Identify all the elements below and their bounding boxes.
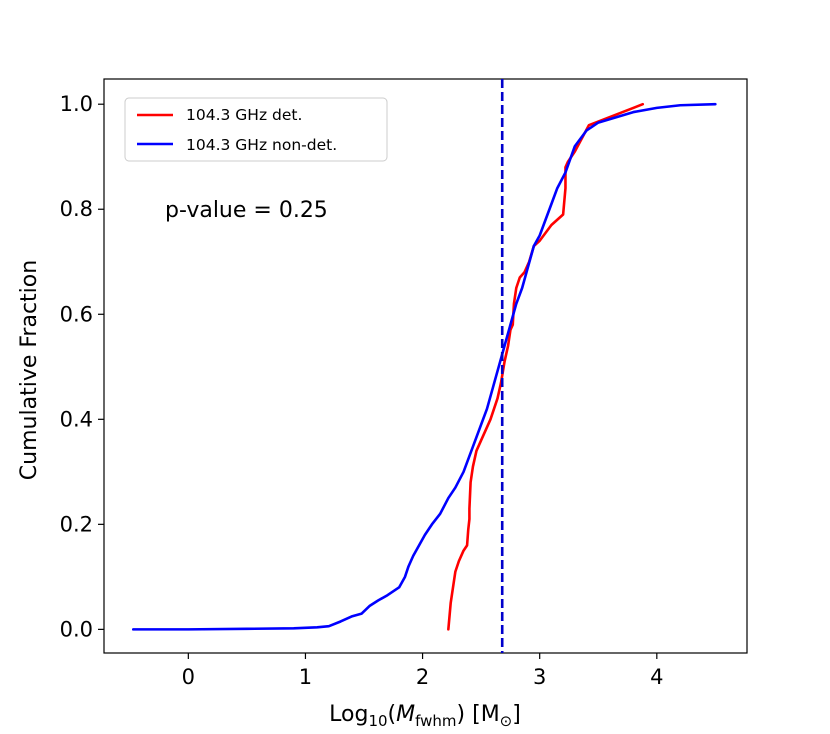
y-axis-label: Cumulative Fraction <box>17 260 42 480</box>
plot-area <box>103 78 748 654</box>
x-label-prefix: Log <box>329 702 368 727</box>
p-value-annotation: p-value = 0.25 <box>165 198 328 223</box>
x-tick-label: 4 <box>650 665 663 689</box>
y-tick-label: 0.8 <box>60 197 93 221</box>
y-tick-label: 0.2 <box>60 512 93 536</box>
x-tick-label: 2 <box>416 665 429 689</box>
y-tick-label: 0.6 <box>60 302 93 326</box>
y-tick-label: 0.4 <box>60 407 93 431</box>
x-label-end: ] <box>512 702 521 727</box>
legend-label-non-det: 104.3 GHz non-det. <box>186 136 337 154</box>
x-axis-ticks: 0 1 2 3 4 <box>182 653 664 689</box>
x-label-sub: 10 <box>368 712 387 730</box>
x-axis-label: Log10(Mfwhm) [M⊙] <box>329 702 521 730</box>
x-label-unitsub: ⊙ <box>500 712 513 730</box>
legend-box <box>124 97 388 162</box>
series-layer <box>131 102 717 631</box>
x-label-varsub: fwhm <box>415 712 456 730</box>
series-line-det <box>447 102 645 631</box>
legend-label-det: 104.3 GHz det. <box>186 106 302 124</box>
axes-frame <box>103 78 748 654</box>
x-label-open: ( <box>388 702 397 727</box>
x-label-close: ) [M <box>457 702 500 727</box>
x-tick-label: 0 <box>182 665 195 689</box>
x-tick-label: 1 <box>299 665 312 689</box>
y-axis-ticks: 0.0 0.2 0.4 0.6 0.8 1.0 <box>60 92 104 641</box>
legend: 104.3 GHz det. 104.3 GHz non-det. <box>124 97 388 162</box>
y-tick-label: 1.0 <box>60 92 93 116</box>
series-line-non-det <box>131 102 717 631</box>
x-tick-label: 3 <box>533 665 546 689</box>
y-tick-label: 0.0 <box>60 617 93 641</box>
x-label-var: M <box>396 702 415 727</box>
